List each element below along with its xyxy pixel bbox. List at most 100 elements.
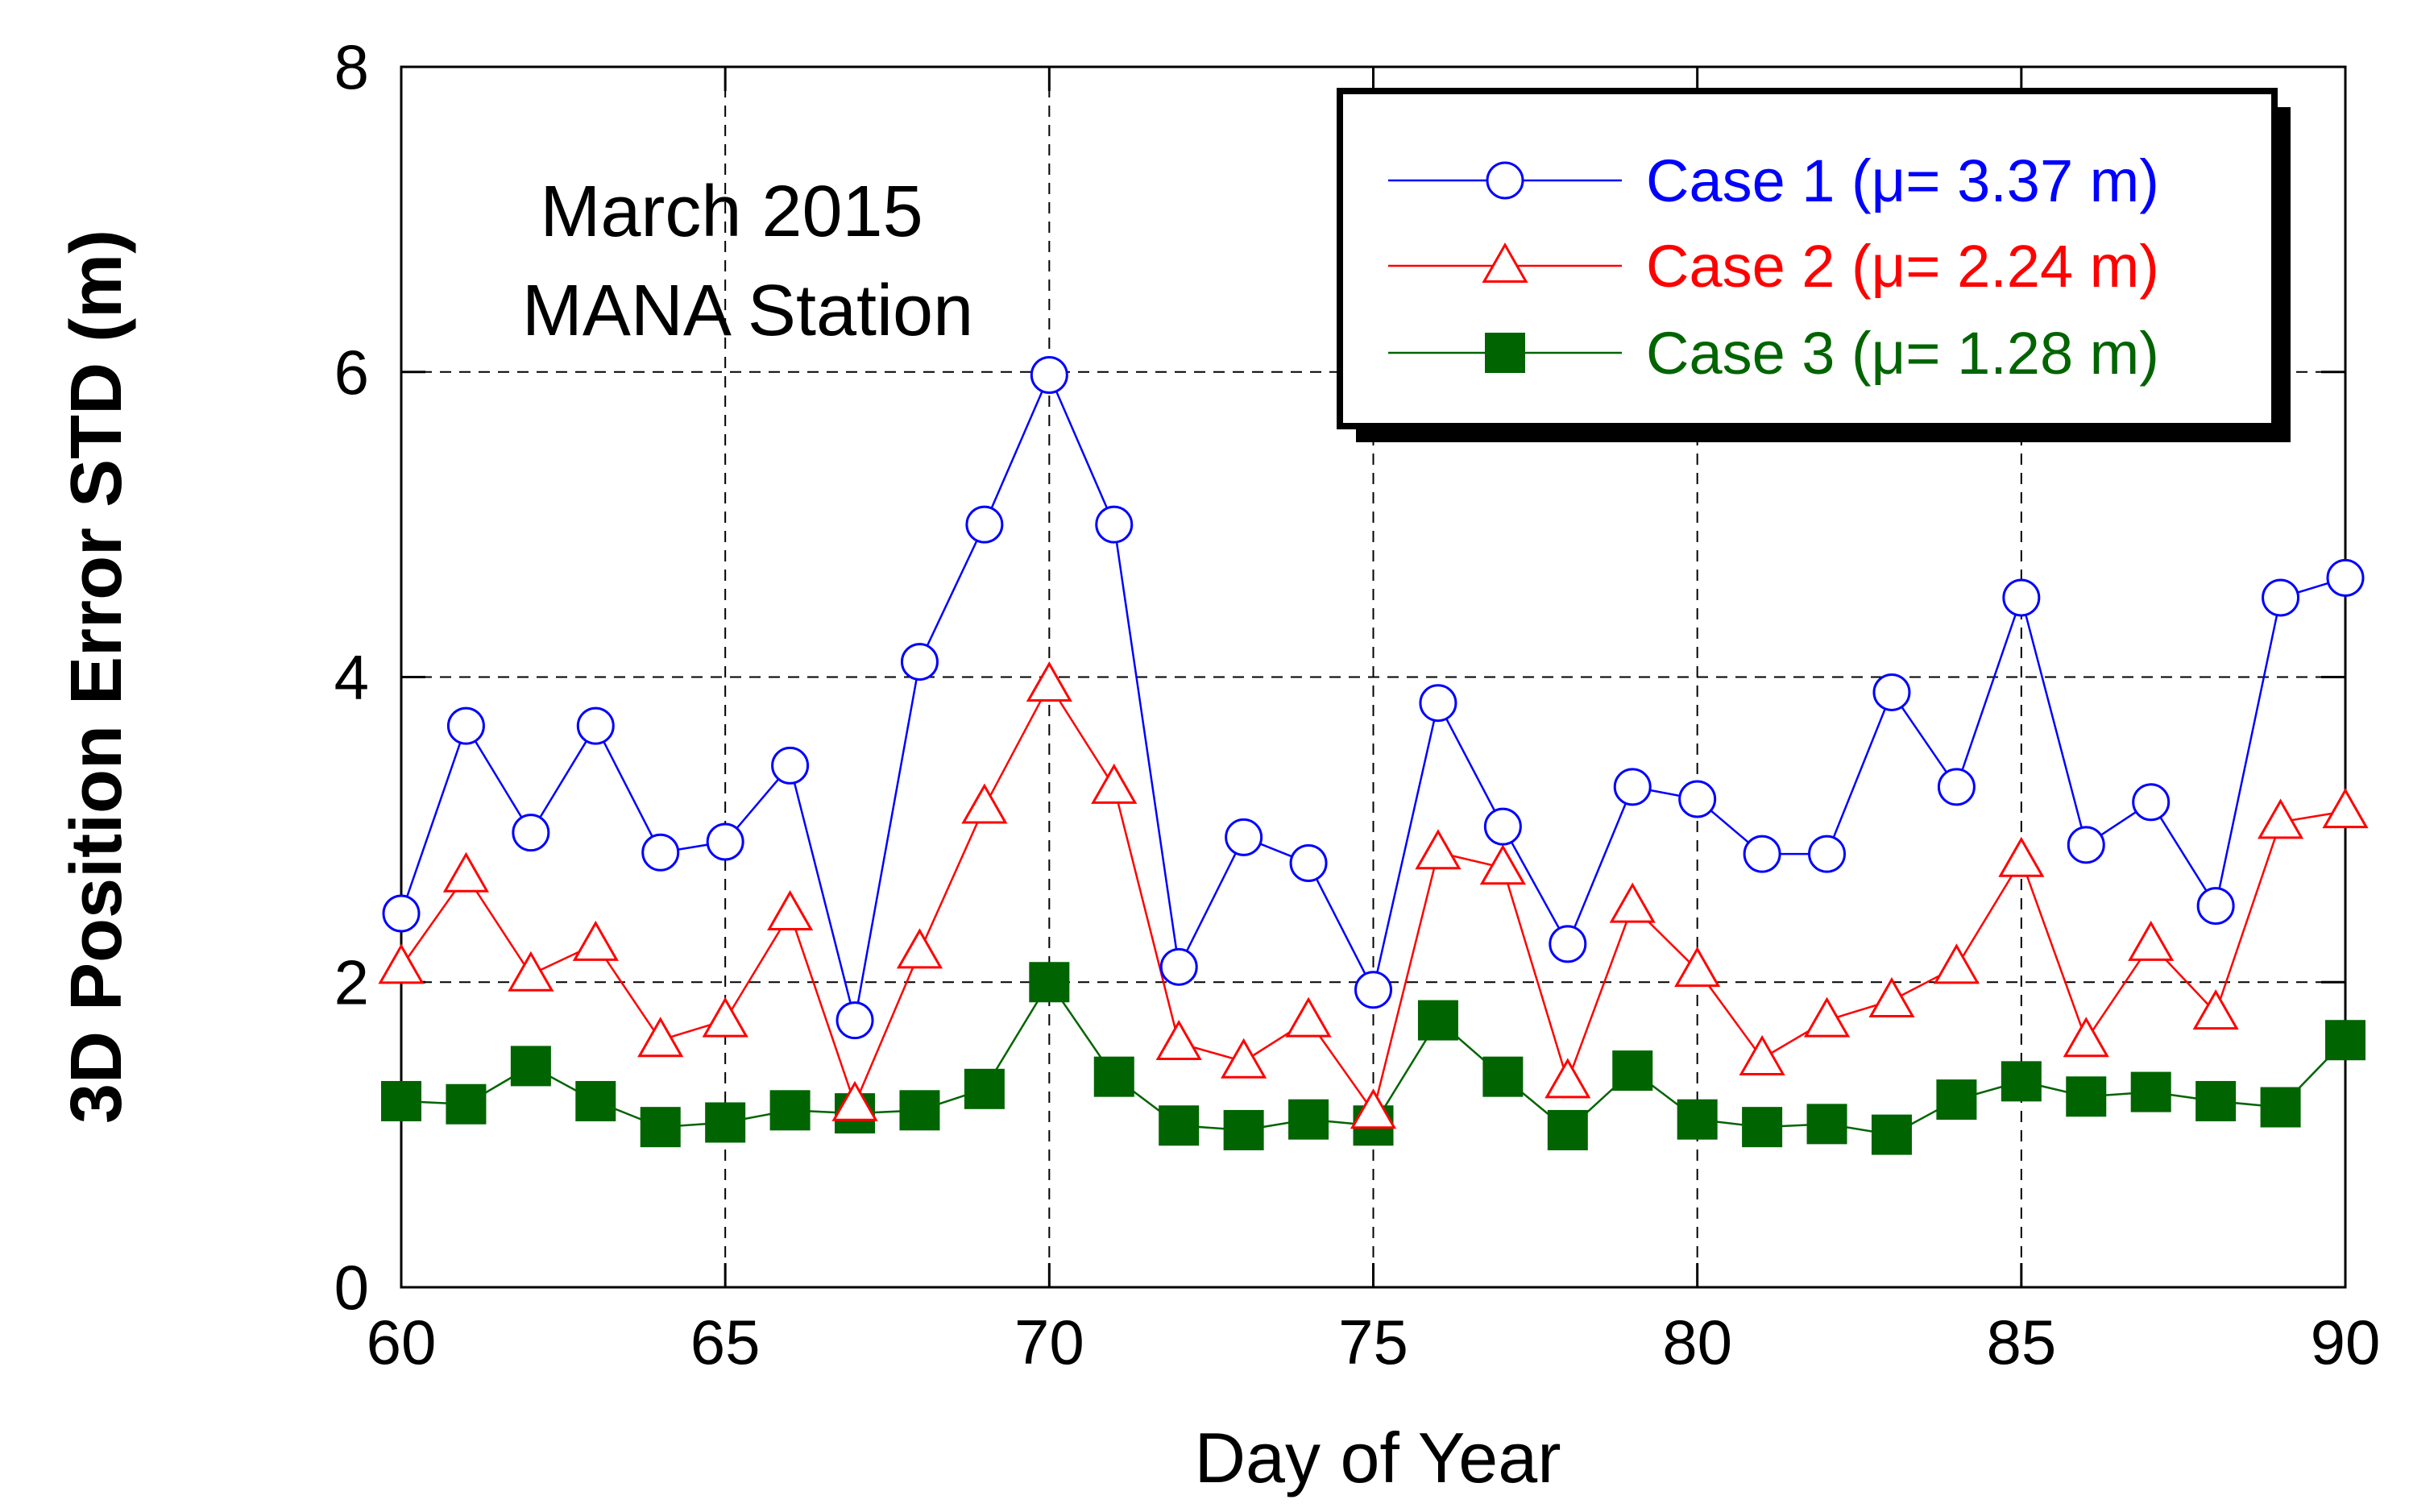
series-2-point — [702, 996, 748, 1038]
series-2-point — [1868, 976, 1915, 1017]
y-tick-label: 2 — [334, 947, 369, 1017]
y-axis-label: 3D Position Error STD (m) — [56, 230, 137, 1124]
series-2-point — [442, 851, 490, 893]
series-3-point — [2325, 1020, 2365, 1061]
y-tick-label: 6 — [334, 337, 369, 408]
series-2-point — [1026, 661, 1072, 702]
series-1-point — [446, 706, 485, 745]
series-2-point — [1674, 947, 1721, 988]
series-1-point — [1095, 505, 1134, 544]
series-3 — [381, 962, 2365, 1155]
series-2-point — [1479, 844, 1526, 885]
series-3-point — [510, 1046, 551, 1087]
x-axis-label: Day of Year — [1195, 1418, 1561, 1498]
series-2-point — [961, 783, 1008, 824]
series-3-point — [575, 1080, 616, 1121]
series-1-point — [1678, 780, 1717, 818]
legend-label-3: Case 3 (μ= 1.28 m) — [1646, 320, 2159, 387]
series-1-point — [1743, 835, 1781, 873]
series-1-point — [1483, 807, 1522, 846]
series-1-point — [706, 822, 744, 861]
x-tick-label: 60 — [367, 1307, 437, 1377]
legend: Case 1 (μ= 3.37 m) Case 2 (μ= 2.24 m) Case… — [1337, 88, 2291, 442]
series-2-point — [767, 890, 814, 931]
series-2-point — [1609, 882, 1656, 923]
series-3-point — [1742, 1107, 1783, 1148]
series-3-point — [1482, 1056, 1524, 1097]
series-3-point — [1093, 1056, 1134, 1097]
x-tick-label: 85 — [1986, 1307, 2056, 1377]
series-3-point — [1288, 1099, 1329, 1140]
x-tick-label: 80 — [1662, 1307, 1732, 1377]
legend-label-1: Case 1 (μ= 3.37 m) — [1646, 147, 2159, 214]
series-1-point — [1289, 844, 1328, 883]
series-1-point — [512, 814, 550, 852]
annotation-line-2: MANA Station — [522, 271, 973, 351]
series-2-point — [831, 1080, 878, 1121]
series-1-point — [1159, 947, 1198, 986]
y-tick-label: 0 — [334, 1252, 369, 1323]
legend-marker-3 — [1485, 333, 1525, 373]
series-2 — [378, 661, 2369, 1129]
series-2-point — [637, 1017, 684, 1058]
y-tick-label: 4 — [334, 642, 369, 713]
series-2-point — [2257, 798, 2304, 839]
annotation-line-1: March 2015 — [540, 172, 923, 252]
series-2-point — [1221, 1038, 1267, 1079]
series-3-point — [769, 1090, 811, 1131]
series-3-point — [1936, 1079, 1977, 1121]
x-tick-label: 70 — [1014, 1307, 1084, 1377]
series-1-point — [2196, 887, 2235, 926]
series-1-point — [641, 833, 680, 872]
series-1-point — [2262, 578, 2300, 617]
series-2-point — [1155, 1019, 1202, 1060]
series-2-point — [1803, 996, 1851, 1038]
series-2-point — [1998, 836, 2045, 877]
series-2-point — [2128, 920, 2175, 961]
series-3-point — [705, 1102, 746, 1143]
series-1-point — [1937, 768, 1976, 806]
series-group — [378, 356, 2369, 1155]
series-2-point — [1739, 1034, 1785, 1075]
series-1-point — [1030, 356, 1068, 395]
series-3-point — [2195, 1080, 2237, 1121]
x-tick-label: 65 — [690, 1307, 761, 1377]
series-1-point — [1808, 835, 1847, 873]
series-3-point — [1029, 962, 1070, 1003]
series-1-point — [2067, 826, 2105, 864]
series-1-point — [576, 706, 615, 745]
series-3-point — [964, 1068, 1005, 1109]
series-2-point — [896, 928, 943, 969]
series-1-point — [1549, 925, 1587, 963]
series-1-point — [835, 1001, 874, 1040]
series-2-point — [378, 943, 425, 984]
series-1-point — [1225, 818, 1263, 856]
series-1-point — [965, 505, 1004, 544]
series-2-point — [1285, 996, 1332, 1038]
series-3-point — [1417, 1000, 1458, 1041]
series-3-point — [899, 1090, 940, 1131]
axis-ticks: 60 65 70 75 80 85 90 0 2 4 6 8 — [334, 31, 2381, 1377]
legend-label-2: Case 2 (μ= 2.24 m) — [1646, 233, 2159, 300]
series-2-point — [1091, 763, 1138, 804]
y-tick-label: 8 — [334, 31, 369, 102]
series-3-point — [2001, 1061, 2042, 1102]
series-2-point — [2192, 989, 2239, 1030]
x-tick-label: 75 — [1338, 1307, 1408, 1377]
series-1 — [382, 356, 2365, 1040]
series-1-point — [382, 894, 421, 933]
series-2-point — [1350, 1088, 1397, 1129]
series-2-point — [1415, 829, 1462, 870]
series-3-point — [1612, 1050, 1653, 1092]
series-1-point — [900, 643, 939, 681]
series-3-point — [2260, 1087, 2301, 1128]
series-3-point — [381, 1080, 421, 1121]
annotation: March 2015 MANA Station — [522, 172, 973, 351]
series-3-point — [640, 1107, 681, 1148]
series-1-point — [2132, 783, 2171, 822]
series-3-point — [446, 1083, 487, 1125]
series-2-point — [1933, 943, 1980, 984]
legend-marker-1 — [1486, 161, 1524, 200]
series-3-point — [1547, 1109, 1588, 1150]
